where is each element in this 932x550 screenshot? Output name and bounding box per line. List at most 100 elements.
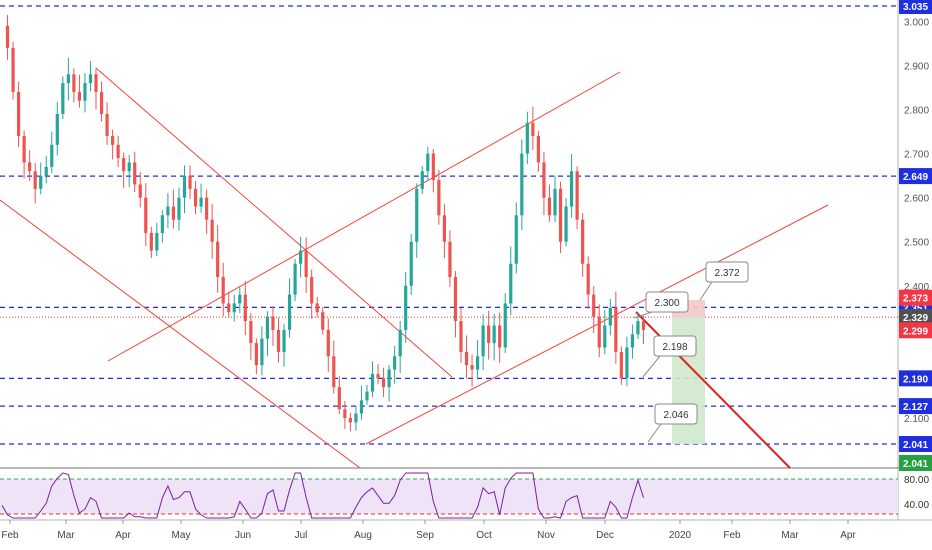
candle-body [133, 162, 137, 185]
candle-body [193, 188, 198, 207]
level-tag [899, 168, 932, 185]
candle-body [111, 135, 115, 145]
price-tag-label: 2.329 [903, 313, 928, 324]
candle-body [127, 162, 131, 172]
price-axis: 3.0002.9002.8002.7002.6002.5002.4002.300… [904, 17, 929, 425]
candle-body [453, 276, 458, 322]
callout-box [653, 335, 697, 357]
rsi-band [0, 479, 898, 514]
candle-body [553, 188, 557, 216]
x-tick-label: May [172, 530, 191, 541]
callout-label: 2.372 [714, 268, 739, 279]
x-tick-label: Dec [596, 530, 614, 541]
candle-body [370, 373, 375, 392]
rsi-line [1, 472, 644, 519]
level-tag-label: 2.190 [903, 374, 928, 385]
candle-body [437, 180, 441, 216]
candle-body [326, 329, 330, 357]
candle-body [50, 144, 54, 167]
price-tag-label: 2.373 [903, 294, 928, 305]
candle-body [608, 307, 612, 326]
candle-body [160, 215, 164, 233]
level-tag-label: 2.351 [903, 303, 928, 314]
level-tag-label: 3.035 [903, 2, 928, 13]
candle-body [138, 184, 142, 198]
candle-body [293, 263, 297, 295]
candle-body [619, 351, 623, 379]
candle-body [426, 153, 430, 172]
candle-body [409, 241, 413, 286]
callout-label: 2.300 [654, 298, 679, 309]
candle-body [641, 321, 646, 330]
callout-label: 2.198 [662, 342, 687, 353]
candle-body [636, 321, 640, 335]
candle-body [531, 122, 535, 136]
price-tag-label: 2.299 [903, 326, 928, 337]
price-tag-label: 2.041 [903, 459, 928, 470]
candle-body [254, 343, 258, 366]
candle-body [487, 325, 491, 344]
x-tick-label: Feb [723, 530, 741, 541]
candle-body [514, 215, 518, 264]
candle-body [61, 83, 65, 114]
candle-body [11, 47, 15, 92]
candle-body [597, 316, 601, 348]
level-tag-label: 2.041 [903, 440, 928, 451]
main-pane [0, 0, 898, 468]
candle-body [55, 113, 59, 145]
callout-label: 2.046 [663, 410, 688, 421]
candle-body [558, 188, 563, 242]
candle-body [420, 171, 424, 189]
candle-body [359, 400, 364, 414]
candle-body [149, 232, 153, 251]
candle-body [5, 25, 10, 48]
y-tick-label: 2.500 [904, 238, 929, 249]
x-tick-label: Nov [537, 530, 555, 541]
channel-up-lower [365, 204, 829, 445]
candle-body [205, 197, 209, 220]
price-tag [899, 289, 932, 306]
candle-body [470, 365, 474, 370]
candle-body [581, 219, 585, 264]
callout-box [645, 291, 689, 313]
candle-body [542, 162, 546, 198]
candle-body [520, 153, 524, 216]
candle-body [343, 409, 347, 419]
candle-body [381, 378, 386, 388]
candle-body [72, 74, 76, 92]
candle-body [393, 356, 397, 370]
candle-body [481, 325, 485, 357]
candles [5, 14, 646, 432]
candle-body [188, 175, 192, 189]
candle-body [243, 294, 247, 322]
callout-pointer [647, 423, 662, 443]
candle-body [249, 321, 253, 344]
candle-body [442, 215, 446, 242]
candle-body [365, 391, 369, 401]
candle-body [282, 329, 286, 352]
candle-body [564, 206, 568, 242]
y-tick-label: 3.000 [904, 17, 929, 28]
level-tag [899, 370, 932, 387]
candle-body [536, 135, 541, 163]
candle-body [404, 285, 408, 330]
candle-body [44, 166, 48, 176]
candle-body [448, 241, 452, 277]
x-tick-label: Aug [354, 530, 372, 541]
candle-body [116, 144, 120, 159]
candle-body [614, 307, 618, 352]
candle-body [321, 312, 325, 330]
level-tag-label: 2.127 [903, 402, 928, 413]
candle-body [144, 197, 148, 233]
channel-down-lower [0, 199, 361, 469]
callout-pointer [642, 355, 661, 378]
y-tick-label: 2.700 [904, 150, 929, 161]
x-tick-label: Mar [781, 530, 799, 541]
candle-body [431, 153, 435, 181]
x-tick-label: Apr [115, 530, 131, 541]
candle-body [199, 197, 203, 207]
price-tag [899, 309, 932, 326]
candle-body [276, 329, 281, 352]
x-tick-label: Jul [295, 530, 308, 541]
